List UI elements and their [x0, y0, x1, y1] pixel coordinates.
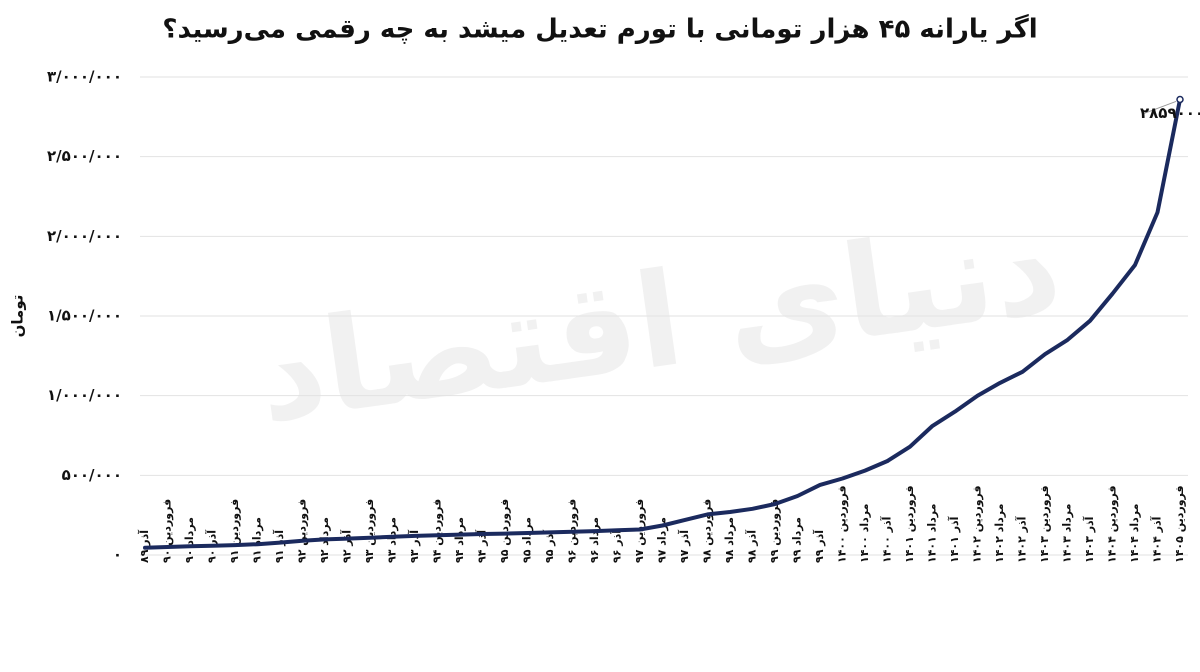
x-tick-label: مرداد ۹۹ — [791, 517, 804, 563]
watermark: دنیای اقتصاد — [248, 189, 1069, 452]
y-tick-label: ۲/۵۰۰/۰۰۰ — [47, 147, 122, 165]
x-tick-label: مرداد ۱۴۰۰ — [858, 504, 871, 563]
x-tick-label: مرداد ۱۴۰۴ — [1128, 504, 1141, 563]
x-tick-label: فروردین ۱۴۰۰ — [836, 485, 849, 563]
end-point — [1176, 95, 1184, 104]
x-tick-label: مرداد ۱۴۰۳ — [1061, 504, 1074, 563]
x-tick-label: فروردین ۱۴۰۴ — [1106, 485, 1119, 563]
x-tick-label: مرداد ۹۴ — [453, 517, 466, 563]
x-tick-label: آذر ۱۴۰۲ — [1015, 516, 1029, 563]
chart-title: اگر یارانه ۴۵ هزار تومانی با تورم تعدیل … — [162, 14, 1037, 45]
x-tick-label: فروردین ۱۴۰۵ — [1173, 485, 1186, 563]
x-tick-label: آذر ۹۹ — [812, 530, 826, 563]
x-tick-label: مرداد ۹۰ — [183, 517, 196, 563]
x-tick-label: آذر ۹۳ — [407, 530, 421, 563]
x-tick-label: فروردین ۹۵ — [498, 499, 511, 563]
x-tick-label: مرداد ۱۴۰۱ — [926, 504, 939, 563]
annotation: تومان ۲۸۵۹۰۰۰ — [1140, 104, 1200, 122]
x-tick-label: آذر ۱۴۰۴ — [1150, 516, 1164, 563]
x-tick-label: فروردین ۱۴۰۳ — [1038, 485, 1051, 563]
x-tick-label: آذر ۱۴۰۱ — [947, 516, 961, 563]
x-tick-label: مرداد ۱۴۰۲ — [993, 504, 1006, 563]
y-tick-label: ۳/۰۰۰/۰۰۰ — [47, 68, 122, 86]
x-tick-label: فروردین ۹۹ — [768, 499, 781, 563]
x-tick-label: فروردین ۱۴۰۲ — [971, 485, 984, 563]
x-tick-label: فروردین ۹۸ — [701, 499, 714, 563]
x-tick-label: مرداد ۹۱ — [251, 517, 264, 563]
x-tick-label: آذر ۹۱ — [272, 530, 286, 563]
x-tick-label: آذر ۹۶ — [610, 530, 624, 563]
x-tick-label: مرداد ۹۷ — [656, 517, 669, 563]
data-line — [143, 97, 1182, 550]
x-tick-label: مرداد ۹۶ — [588, 517, 601, 563]
y-tick-label: ۱/۰۰۰/۰۰۰ — [47, 386, 122, 404]
x-tick-label: فروردین ۹۲ — [296, 499, 309, 563]
x-tick-label: آذر ۹۵ — [542, 530, 556, 563]
x-tick-label: آذر ۹۷ — [677, 530, 691, 563]
y-tick-label: ۵۰۰/۰۰۰ — [62, 466, 122, 484]
x-tick-label: فروردین ۹۱ — [228, 499, 241, 563]
x-tick-label: فروردین ۹۳ — [363, 499, 376, 563]
x-tick-label: مرداد ۹۸ — [723, 517, 736, 563]
x-tick-label: فروردین ۹۰ — [161, 499, 174, 563]
y-tick-label: ۰ — [113, 546, 122, 564]
x-tick-label: مرداد ۹۳ — [386, 517, 399, 563]
y-axis-label: تومان — [9, 295, 27, 338]
x-tick-label: فروردین ۱۴۰۱ — [903, 485, 916, 563]
y-tick-label: ۱/۵۰۰/۰۰۰ — [47, 307, 122, 325]
x-tick-label: مرداد ۹۵ — [521, 517, 534, 563]
x-tick-label: آذر ۱۴۰۳ — [1082, 516, 1096, 563]
x-tick-label: آذر ۹۲ — [340, 530, 354, 563]
x-tick-label: آذر ۹۸ — [745, 530, 759, 563]
annotation-leader — [1143, 100, 1177, 114]
x-tick-label: آذر ۱۴۰۰ — [880, 516, 894, 563]
x-tick-label: آذر ۹۴ — [475, 530, 489, 563]
x-tick-label: فروردین ۹۴ — [431, 499, 444, 563]
y-tick-label: ۲/۰۰۰/۰۰۰ — [47, 227, 122, 245]
